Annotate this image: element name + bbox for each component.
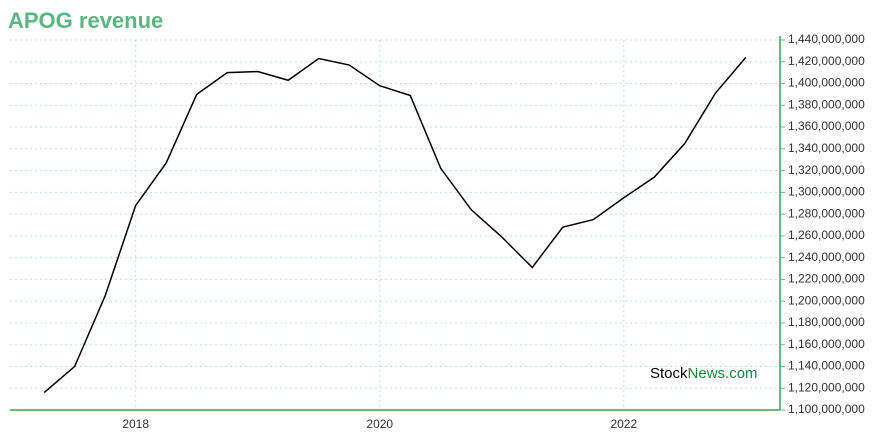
- y-tick-label: 1,320,000,000: [788, 163, 865, 177]
- y-tick-label: 1,260,000,000: [788, 228, 865, 242]
- watermark-prefix: Stock: [650, 365, 688, 382]
- watermark-suffix: News.com: [688, 365, 758, 382]
- line: [43, 56, 747, 394]
- y-tick-label: 1,300,000,000: [788, 185, 865, 199]
- x-tick-label: 2020: [366, 417, 393, 431]
- y-tick-label: 1,340,000,000: [788, 141, 865, 155]
- y-tick-label: 1,400,000,000: [788, 76, 865, 90]
- y-tick-label: 1,180,000,000: [788, 315, 865, 329]
- y-tick-label: 1,360,000,000: [788, 119, 865, 133]
- watermark: StockNews.com: [650, 365, 758, 382]
- y-tick-label: 1,160,000,000: [788, 337, 865, 351]
- chart-title: APOG revenue: [8, 8, 163, 33]
- y-tick-label: 1,420,000,000: [788, 54, 865, 68]
- y-tick-label: 1,120,000,000: [788, 380, 865, 394]
- y-tick-label: 1,380,000,000: [788, 97, 865, 111]
- y-tick-label: 1,140,000,000: [788, 359, 865, 373]
- y-tick-label: 1,280,000,000: [788, 206, 865, 220]
- y-tick-label: 1,220,000,000: [788, 272, 865, 286]
- y-tick-label: 1,200,000,000: [788, 293, 865, 307]
- y-tick-label: 1,100,000,000: [788, 402, 865, 416]
- x-tick-label: 2022: [610, 417, 637, 431]
- y-tick-label: 1,240,000,000: [788, 250, 865, 264]
- x-tick-label: 2018: [122, 417, 149, 431]
- y-tick-label: 1,440,000,000: [788, 32, 865, 46]
